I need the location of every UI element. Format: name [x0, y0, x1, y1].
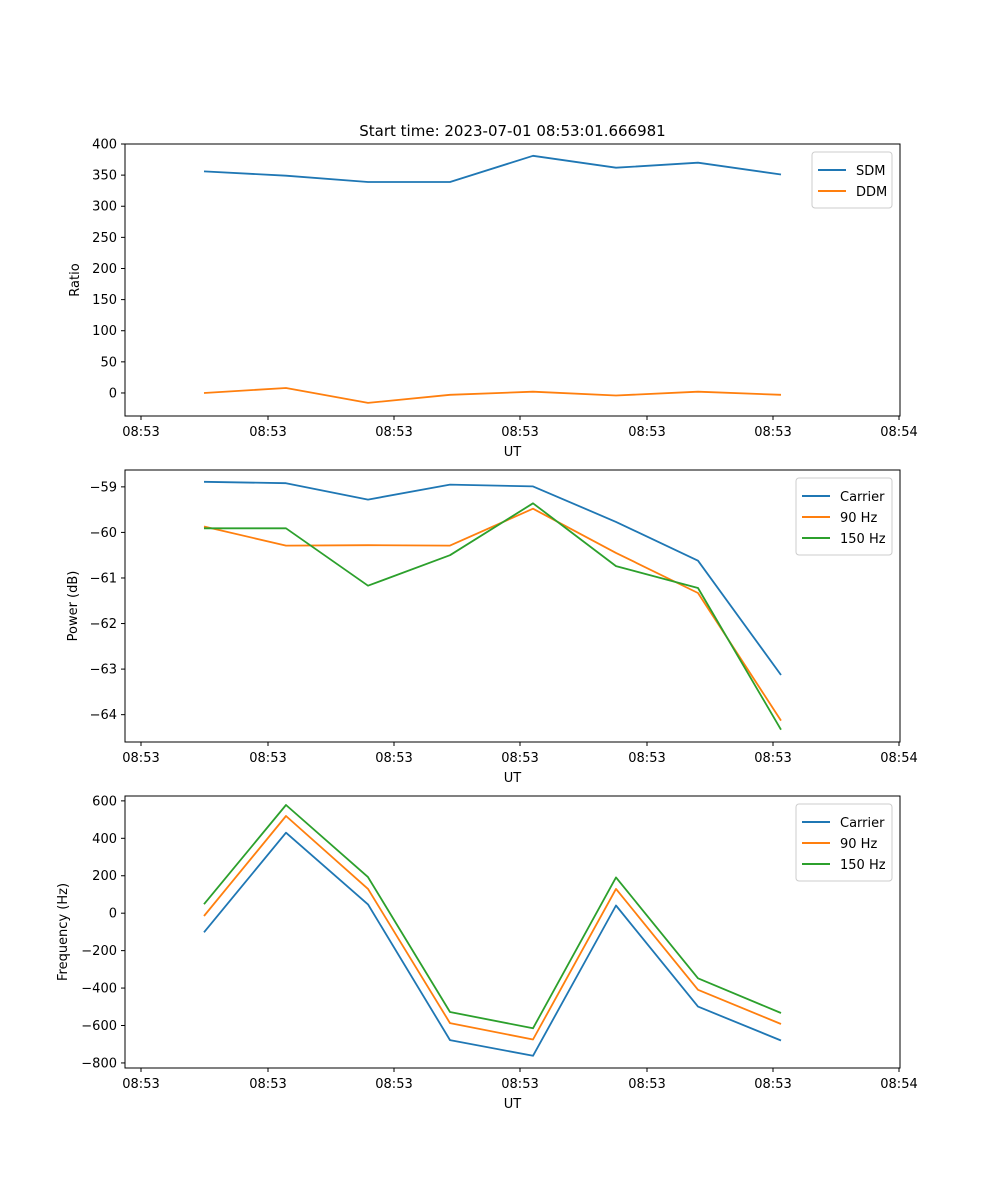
y-tick-label: 400 — [92, 832, 117, 847]
y-axis-label: Frequency (Hz) — [56, 883, 71, 981]
legend-label: 90 Hz — [840, 837, 877, 852]
power-panel: UT Power (dB) 08:53 08:53 08:53 08:53 08:53 0… — [66, 469, 918, 786]
legend: Carrier 90 Hz 150 Hz — [795, 803, 893, 882]
x-tick-label: 08:53 — [501, 751, 538, 766]
legend: Carrier 90 Hz 150 Hz — [795, 477, 893, 556]
legend: SDM DDM — [811, 151, 893, 209]
y-tick-label: 0 — [109, 907, 117, 922]
y-tick-label: 300 — [92, 200, 117, 215]
y-tick-label: −800 — [81, 1056, 117, 1071]
plot-area — [124, 143, 901, 417]
legend-label: Carrier — [840, 490, 885, 505]
series-line-carrier — [203, 831, 782, 1057]
x-tick-label: 08:53 — [628, 425, 665, 440]
x-tick-label: 08:53 — [249, 425, 286, 440]
y-tick-label: 350 — [92, 169, 117, 184]
x-tick-label: 08:53 — [375, 1077, 412, 1092]
y-axis-label: Power (dB) — [66, 571, 81, 642]
y-tick-label: 400 — [92, 138, 117, 153]
y-tick-label: 200 — [92, 262, 117, 277]
y-tick-label: −63 — [90, 663, 117, 678]
x-tick-label: 08:53 — [375, 425, 412, 440]
ratio-panel: Start time: 2023-07-01 08:53:01.666981 U… — [68, 122, 918, 460]
x-axis-label: UT — [504, 445, 522, 460]
x-tick-label: 08:53 — [122, 425, 159, 440]
y-tick-label: 150 — [92, 293, 117, 308]
y-tick-label: −60 — [90, 526, 117, 541]
series-line-90-hz — [203, 815, 782, 1041]
legend-label: 150 Hz — [840, 858, 886, 873]
x-tick-label: 08:53 — [754, 1077, 791, 1092]
x-tick-label: 08:53 — [628, 751, 665, 766]
y-tick-label: −61 — [90, 571, 117, 586]
x-tick-label: 08:53 — [501, 1077, 538, 1092]
y-tick-label: −400 — [81, 982, 117, 997]
y-tick-label: −64 — [90, 708, 117, 723]
plot-area — [124, 795, 901, 1069]
x-axis-label: UT — [504, 1097, 522, 1112]
x-tick-label: 08:53 — [754, 751, 791, 766]
legend-label: 90 Hz — [840, 511, 877, 526]
legend-box — [795, 477, 893, 556]
x-tick-label: 08:53 — [249, 751, 286, 766]
legend-box — [795, 803, 893, 882]
x-tick-label: 08:53 — [754, 425, 791, 440]
y-axis-label: Ratio — [68, 263, 83, 296]
y-tick-label: 200 — [92, 869, 117, 884]
x-tick-label: 08:53 — [375, 751, 412, 766]
x-tick-label: 08:53 — [249, 1077, 286, 1092]
y-tick-label: −62 — [90, 617, 117, 632]
y-tick-label: −200 — [81, 944, 117, 959]
y-tick-label: −600 — [81, 1019, 117, 1034]
legend-label: DDM — [856, 185, 887, 200]
y-tick-label: 100 — [92, 324, 117, 339]
x-tick-label: 08:53 — [501, 425, 538, 440]
y-tick-label: 0 — [109, 386, 117, 401]
series-line-150-hz — [204, 502, 782, 731]
plot-area — [124, 469, 901, 743]
legend-label: 150 Hz — [840, 532, 886, 547]
x-tick-label: 08:53 — [122, 1077, 159, 1092]
x-tick-label: 08:54 — [880, 751, 917, 766]
x-tick-label: 08:54 — [880, 425, 917, 440]
series-line-carrier — [203, 480, 782, 676]
series-line-ddm — [203, 387, 782, 404]
y-tick-label: 250 — [92, 231, 117, 246]
legend-label: Carrier — [840, 816, 885, 831]
x-tick-label: 08:53 — [122, 751, 159, 766]
y-tick-label: −59 — [90, 480, 117, 495]
series-line-90-hz — [203, 507, 782, 722]
x-axis-label: UT — [504, 771, 522, 786]
chart-title: Start time: 2023-07-01 08:53:01.666981 — [359, 122, 665, 140]
series-line-150-hz — [203, 804, 782, 1030]
x-tick-label: 08:54 — [880, 1077, 917, 1092]
y-tick-label: 600 — [92, 794, 117, 809]
series-line-sdm — [203, 154, 782, 183]
y-tick-label: 50 — [100, 355, 117, 370]
x-tick-label: 08:53 — [628, 1077, 665, 1092]
legend-label: SDM — [856, 164, 885, 179]
legend-box — [811, 151, 893, 209]
frequency-panel: UT Frequency (Hz) 08:53 08:53 08:53 08:53 08… — [56, 794, 918, 1112]
